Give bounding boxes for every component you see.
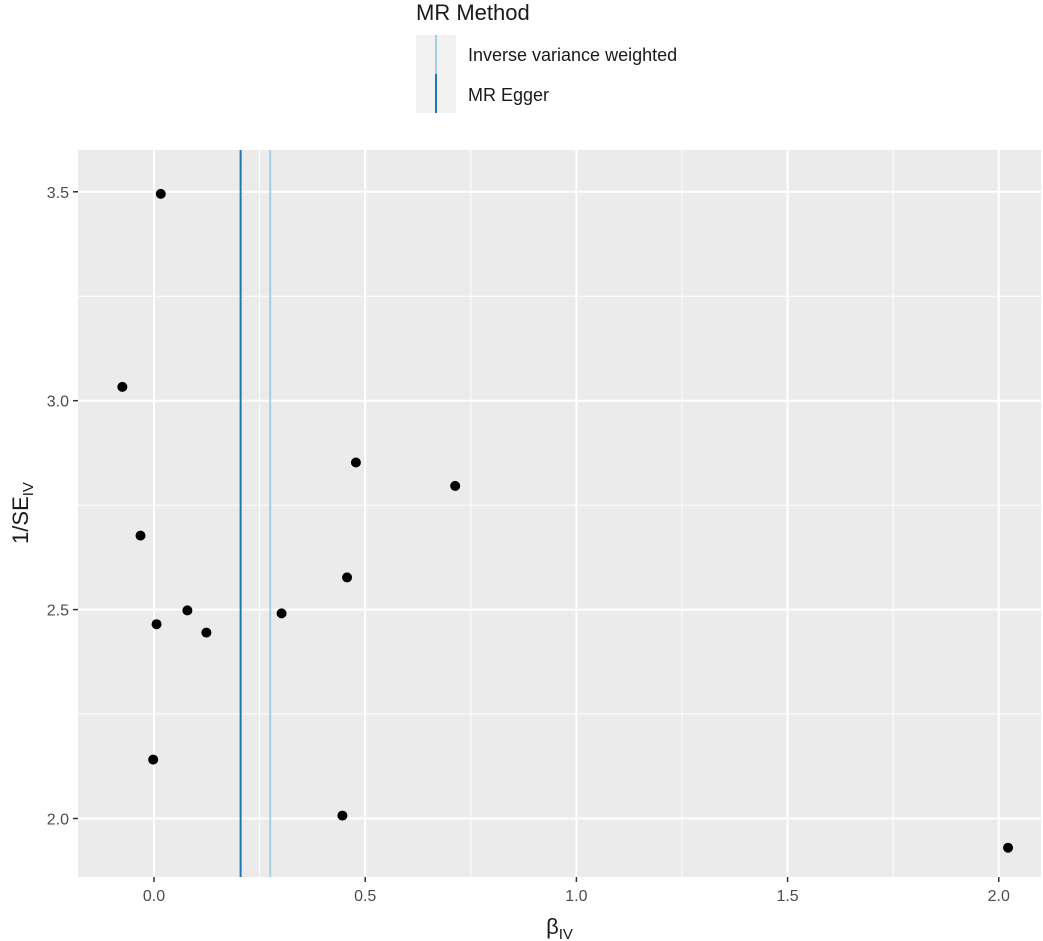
x-tick-label: 0.0 xyxy=(143,888,165,905)
x-axis-ticks: 0.0 0.5 1.0 1.5 2.0 xyxy=(143,877,1010,905)
y-axis-title-main: 1/SE xyxy=(8,496,33,544)
data-point xyxy=(276,608,287,619)
data-point xyxy=(201,627,212,638)
data-point xyxy=(182,605,193,616)
y-tick-label: 2.0 xyxy=(47,812,69,829)
reference-lines xyxy=(239,150,272,877)
data-point xyxy=(450,480,461,491)
x-tick-label: 1.0 xyxy=(565,888,587,905)
data-point xyxy=(337,810,348,821)
data-point xyxy=(117,381,128,392)
legend: MR Method Inverse variance weighted MR E… xyxy=(416,0,677,113)
x-tick-label: 2.0 xyxy=(988,888,1010,905)
data-point xyxy=(1003,842,1014,853)
y-tick-label: 3.5 xyxy=(47,185,69,202)
x-axis-title: βIV xyxy=(546,914,573,941)
y-tick-label: 3.0 xyxy=(47,394,69,411)
y-axis-title: 1/SEIV xyxy=(8,482,37,544)
legend-label-egger: MR Egger xyxy=(468,85,549,105)
grid-minor xyxy=(78,150,1041,877)
legend-title: MR Method xyxy=(416,0,530,25)
data-point xyxy=(135,530,146,541)
plot-panel xyxy=(78,150,1041,877)
data-point xyxy=(350,457,361,468)
x-tick-label: 0.5 xyxy=(354,888,376,905)
y-tick-label: 2.5 xyxy=(47,603,69,620)
data-point xyxy=(342,572,353,583)
y-axis-title-sub: IV xyxy=(20,482,37,496)
y-axis-ticks: 2.0 2.5 3.0 3.5 xyxy=(47,185,78,829)
legend-label-ivw: Inverse variance weighted xyxy=(468,45,677,65)
x-tick-label: 1.5 xyxy=(776,888,798,905)
data-point xyxy=(148,754,159,765)
x-axis-title-sub: IV xyxy=(559,926,573,941)
data-point xyxy=(151,619,162,630)
data-points xyxy=(117,188,1014,853)
x-axis-title-main: β xyxy=(546,914,559,939)
data-point xyxy=(155,188,166,199)
